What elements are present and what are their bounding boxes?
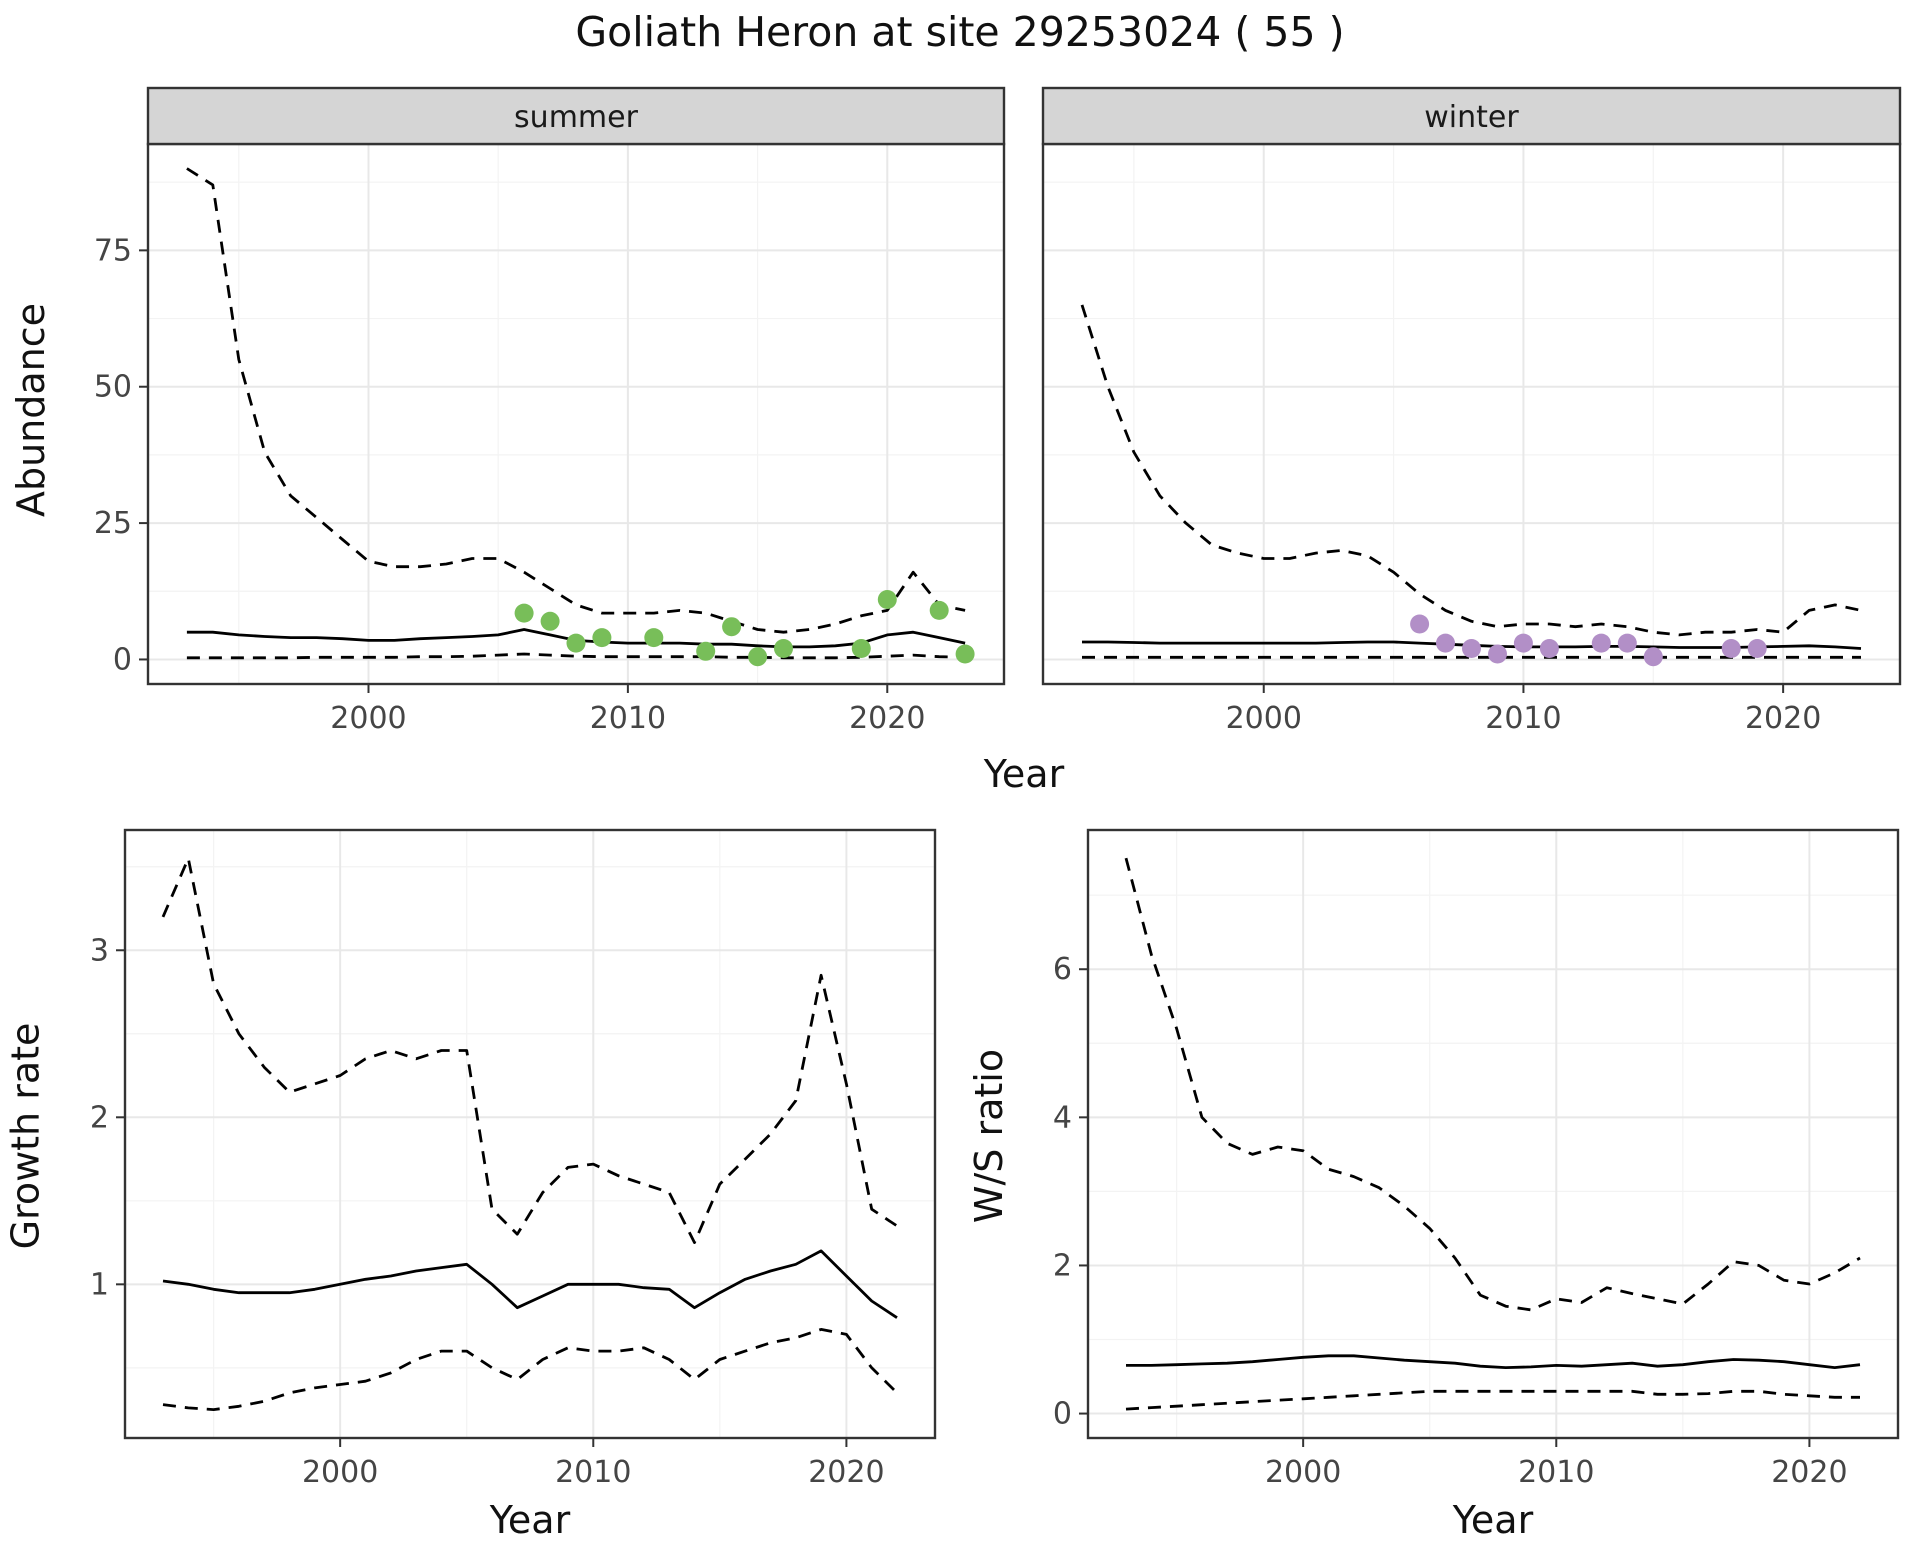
growth-year-axis-title: Year xyxy=(125,1498,935,1542)
panel-background xyxy=(148,144,1004,684)
series-group xyxy=(161,857,898,1411)
observed-counts-point xyxy=(1747,639,1767,658)
observed-counts-point xyxy=(1462,639,1481,658)
growth-year-axis-title-text: Year xyxy=(489,1498,571,1542)
y-tick-label: 3 xyxy=(90,933,109,968)
x-tick-label: 2000 xyxy=(302,1455,378,1490)
series-group xyxy=(1124,857,1861,1411)
x-tick-label: 2010 xyxy=(1518,1455,1594,1490)
panel-border xyxy=(1086,828,1900,1440)
y-tick-label: 1 xyxy=(90,1267,109,1302)
panel-border xyxy=(123,828,937,1440)
ws-year-axis-title: Year xyxy=(1088,1498,1898,1542)
observed-counts-point xyxy=(929,600,949,620)
observed-counts-point xyxy=(748,647,768,667)
x-tick-label: 2000 xyxy=(330,701,406,736)
observed-counts-point xyxy=(514,603,534,623)
y-tick-label: 6 xyxy=(1053,952,1072,987)
x-tick-label: 2020 xyxy=(1745,701,1821,736)
x-tick-label: 2000 xyxy=(1265,1455,1341,1490)
observed-counts-point xyxy=(592,628,612,648)
y-tick-label: 2 xyxy=(1053,1248,1072,1283)
observed-counts-point xyxy=(1410,614,1430,634)
abundance-axis-title-text: Abundance xyxy=(9,302,54,518)
page-title: Goliath Heron at site 29253024 ( 55 ) xyxy=(575,8,1345,56)
observed-counts-point xyxy=(540,611,560,631)
facet-strip xyxy=(146,86,1006,146)
growth-rate-chart: 2000 2010 2020 1 2 3 xyxy=(90,828,937,1490)
winter-abundance-chart: 2000 2010 2020 winter xyxy=(1041,86,1902,736)
y-tick-label: 50 xyxy=(94,370,132,405)
observed-counts-point xyxy=(1721,639,1741,658)
y-tick-label: 0 xyxy=(113,642,132,677)
panel-background xyxy=(1043,144,1900,684)
observed-counts-point xyxy=(1488,644,1507,664)
y-tick-label: 4 xyxy=(1053,1100,1072,1135)
abundance-axis-title: Abundance xyxy=(8,120,54,700)
upper-ci-line xyxy=(1080,304,1862,637)
panel-background xyxy=(1088,830,1898,1438)
top-year-axis-title-text: Year xyxy=(983,752,1065,796)
x-tick-label: 2020 xyxy=(808,1455,884,1490)
series-group xyxy=(186,167,975,667)
observed-counts-point xyxy=(566,633,586,653)
summer-abundance-chart: 2000 2010 2020 0 25 50 75 summer xyxy=(94,86,1006,736)
lower-ci-line xyxy=(186,652,966,660)
y-tick-label: 25 xyxy=(94,506,132,541)
top-year-axis-title: Year xyxy=(148,752,1900,796)
panel-background xyxy=(125,830,935,1438)
observed-counts-point xyxy=(774,639,793,658)
observed-counts-point xyxy=(696,641,716,661)
x-tick-label: 2020 xyxy=(849,701,925,736)
facet-strip xyxy=(1041,86,1902,146)
observed-counts-point xyxy=(851,639,871,658)
upper-ci-line xyxy=(161,857,898,1245)
y-tick-label: 2 xyxy=(90,1100,109,1135)
observed-counts-point xyxy=(644,628,664,648)
x-tick-label: 2010 xyxy=(1485,701,1561,736)
observed-counts-point xyxy=(1539,639,1559,658)
x-tick-label: 2020 xyxy=(1771,1455,1847,1490)
observed-counts-point xyxy=(1591,633,1611,653)
observed-counts-point xyxy=(877,590,897,609)
x-tick-label: 2010 xyxy=(555,1455,631,1490)
lower-ci-line xyxy=(1125,1389,1860,1411)
y-tick-label: 0 xyxy=(1053,1397,1072,1432)
facet-strip-label: winter xyxy=(1424,100,1519,135)
observed-counts-point xyxy=(1513,633,1533,653)
observed-counts-point xyxy=(955,644,975,664)
facet-strip-label: summer xyxy=(514,100,639,135)
observed-counts-point xyxy=(1436,633,1455,653)
upper-ci-line xyxy=(1124,857,1861,1312)
observed-counts-point xyxy=(722,617,742,637)
ws-ratio-chart: 2000 2010 2020 0 2 4 6 xyxy=(1053,828,1900,1490)
estimate-line xyxy=(1126,1354,1861,1369)
y-tick-label: 75 xyxy=(94,233,132,268)
x-tick-label: 2010 xyxy=(590,701,666,736)
series-group xyxy=(1080,304,1862,667)
x-tick-label: 2000 xyxy=(1226,701,1302,736)
observed-counts-point xyxy=(1617,633,1637,653)
ws-year-axis-title-text: Year xyxy=(1452,1498,1534,1542)
observed-counts-point xyxy=(1643,647,1663,667)
estimate-line xyxy=(162,1249,898,1319)
